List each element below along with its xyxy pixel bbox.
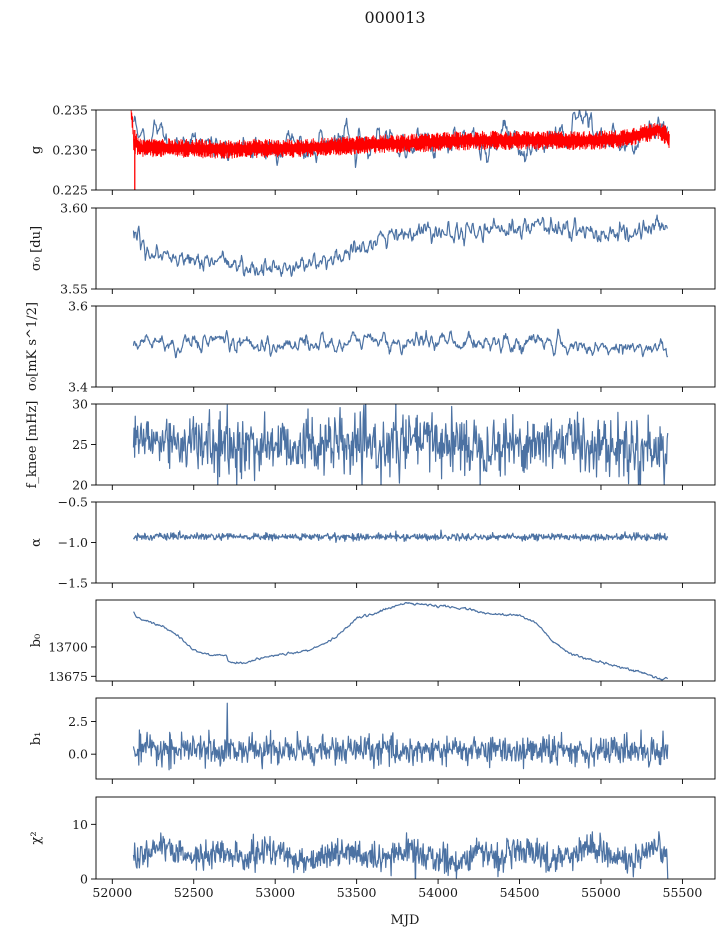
y-axis-label: σ₀ [du] <box>29 226 44 271</box>
y-axis-label: σ₀[mK s^1/2] <box>25 302 40 391</box>
series-line <box>132 404 669 485</box>
y-tick-label: −0.5 <box>58 495 88 510</box>
panel-1: 0.225 0.230 0.235 g <box>29 103 716 198</box>
panel-frame <box>95 501 716 584</box>
y-axis-label: α <box>29 538 44 547</box>
y-tick-label: −1.0 <box>58 535 88 550</box>
plot-area <box>133 601 668 681</box>
x-tick-label: 55500 <box>663 885 703 900</box>
series-line <box>132 214 668 277</box>
panel-2: 3.55 3.60 σ₀ [du] <box>29 201 716 297</box>
series-line <box>132 702 669 771</box>
panel-frame <box>95 697 716 780</box>
y-axis-label: g <box>29 146 44 154</box>
y-tick-label: 0.225 <box>52 183 88 198</box>
y-tick-label: 30 <box>72 397 88 412</box>
plot-area <box>132 529 669 543</box>
x-tick-label: 52000 <box>92 885 132 900</box>
y-tick-label: 0.230 <box>52 143 88 158</box>
panel-frame <box>95 305 716 388</box>
series-line <box>132 328 669 359</box>
panel-frame <box>95 796 716 880</box>
series-line <box>132 831 669 879</box>
x-tick-label: 53500 <box>337 885 377 900</box>
y-tick-label: 3.55 <box>60 282 88 297</box>
y-axis-label: f_knee [mHz] <box>25 401 40 489</box>
plot-area <box>132 831 669 879</box>
y-tick-label: 3.4 <box>68 380 88 395</box>
series-line <box>133 601 668 681</box>
y-tick-label: 2.5 <box>68 714 88 729</box>
panel-8: 0 10 52000 52500 53000 53500 54000 54500 55000 55… <box>29 796 716 900</box>
y-tick-label: 3.60 <box>60 201 88 216</box>
panel-3: 3.4 3.6 σ₀[mK s^1/2] <box>25 299 716 395</box>
panel-frame <box>95 599 716 682</box>
y-tick-label: 25 <box>72 437 88 452</box>
panel-4: 20 25 30 f_knee [mHz] <box>25 397 716 493</box>
plot-area <box>132 214 668 277</box>
y-tick-label: 20 <box>72 478 88 493</box>
y-axis-label: b₀ <box>29 634 44 648</box>
y-tick-label: 13675 <box>48 669 88 684</box>
x-tick-label: 53000 <box>255 885 295 900</box>
x-tick-label: 54500 <box>500 885 540 900</box>
y-tick-label: 0 <box>80 872 88 887</box>
x-tick-label: 52500 <box>174 885 214 900</box>
plot-area <box>132 328 669 359</box>
panel-6: 13675 13700 b₀ <box>29 599 716 686</box>
series-line <box>132 529 669 543</box>
y-tick-label: 10 <box>72 817 88 832</box>
x-axis-label: MJD <box>391 913 420 928</box>
y-tick-label: 3.6 <box>68 299 88 314</box>
panel-5: −1.5 −1.0 −0.5 α <box>29 495 716 591</box>
plot-area <box>132 702 669 771</box>
plot-area <box>130 110 670 190</box>
gain-model-line <box>130 110 670 159</box>
y-axis-label: χ² <box>29 831 44 844</box>
y-tick-label: −1.5 <box>58 576 88 591</box>
x-tick-label: 55000 <box>581 885 621 900</box>
panel-frame <box>95 207 716 290</box>
y-tick-label: 13700 <box>48 639 88 654</box>
panels-group: 0.225 0.230 0.235 g 3.55 3.60 σ₀ [du] 3.4 3.6 σ₀[… <box>25 103 716 900</box>
y-tick-label: 0.235 <box>52 103 88 118</box>
y-axis-label: b₁ <box>29 732 44 746</box>
x-tick-label: 54000 <box>418 885 458 900</box>
plot-area <box>132 404 669 485</box>
panel-7: 0.0 2.5 b₁ <box>29 697 716 784</box>
figure-title: 000013 <box>364 8 425 27</box>
y-tick-label: 0.0 <box>68 747 88 762</box>
